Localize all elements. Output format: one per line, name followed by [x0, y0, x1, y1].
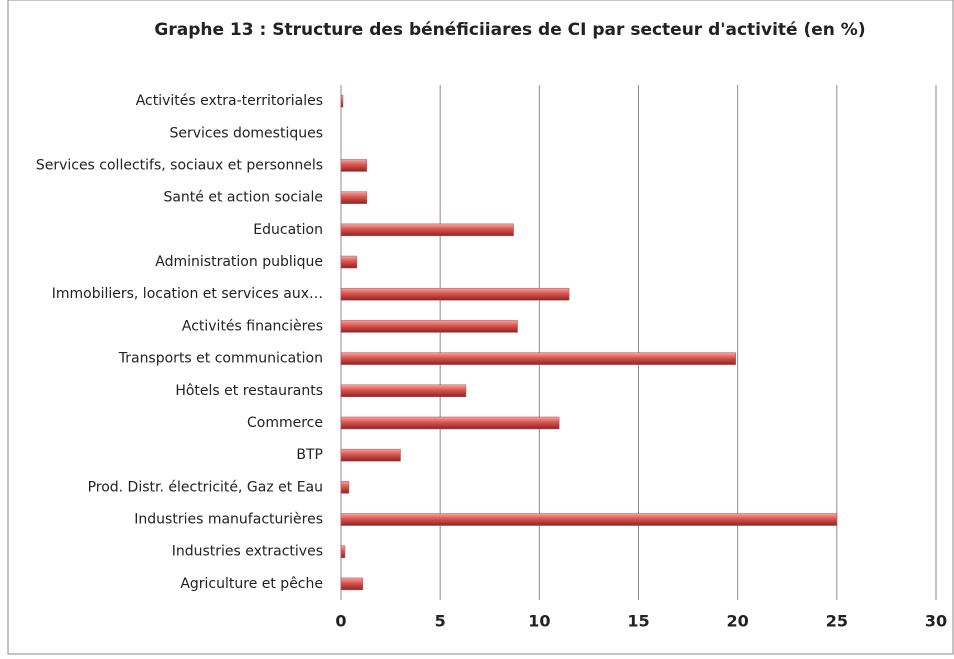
y-tick-label: Santé et action sociale — [163, 190, 323, 206]
y-tick-label: Administration publique — [155, 254, 323, 270]
bar — [340, 384, 467, 398]
y-tick-label: Commerce — [247, 415, 323, 431]
y-tick-label: Hôtels et restaurants — [175, 383, 323, 399]
bar — [340, 513, 838, 526]
y-tick-label: Prod. Distr. électricité, Gaz et Eau — [88, 479, 323, 495]
x-tick-label: 30 — [925, 612, 947, 631]
bar — [340, 287, 570, 301]
chart-title: Graphe 13 : Structure des bénéficiiares … — [154, 20, 865, 40]
bar — [340, 352, 736, 365]
y-tick-label: BTP — [296, 447, 323, 463]
y-tick-label: Immobiliers, location et services aux… — [52, 286, 323, 302]
bar — [340, 545, 346, 558]
y-tick-label: Services domestiques — [169, 125, 323, 141]
y-tick-label: Activités financières — [182, 318, 323, 334]
y-tick-label: Industries manufacturières — [134, 512, 323, 528]
bar — [340, 448, 401, 462]
bar — [340, 223, 514, 237]
x-tick-label: 15 — [627, 612, 649, 631]
x-tick-label: 10 — [528, 612, 550, 631]
x-tick-label: 20 — [727, 612, 749, 631]
bar — [340, 94, 344, 108]
bar — [340, 577, 364, 591]
bar — [340, 159, 368, 172]
x-tick-label: 25 — [826, 612, 848, 631]
bar — [340, 320, 518, 333]
x-tick-label: 5 — [435, 612, 446, 631]
y-tick-label: Agriculture et pêche — [180, 576, 323, 592]
x-tick-label: 0 — [335, 612, 346, 631]
y-tick-label: Education — [253, 222, 323, 238]
y-tick-label: Industries extractives — [172, 544, 323, 560]
bar — [340, 191, 368, 204]
bar — [340, 416, 560, 430]
y-tick-label: Transports et communication — [118, 351, 323, 367]
y-tick-label: Services collectifs, sociaux et personne… — [36, 157, 323, 173]
bar — [340, 255, 358, 269]
y-tick-label: Activités extra-territoriales — [136, 93, 323, 109]
bar — [340, 481, 350, 494]
